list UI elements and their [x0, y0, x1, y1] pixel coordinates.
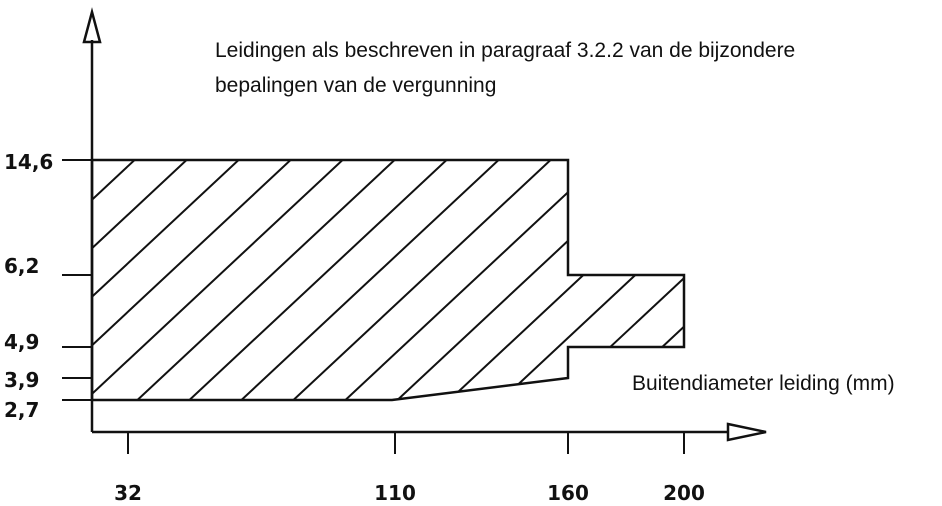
x-arrow: [726, 422, 767, 442]
hatch-line: [92, 160, 365, 400]
ticks: 14,6 6,2 4,9 3,9 2,7 32 110 160 200: [4, 150, 705, 505]
y-tick-label: 3,9: [4, 368, 39, 392]
x-tick-label: 32: [114, 481, 142, 505]
annotation-line: bepalingen van de vergunning: [215, 74, 496, 97]
hatch-line: [92, 160, 157, 400]
hatch-line: [92, 160, 313, 400]
y-tick-label: 6,2: [4, 254, 39, 278]
x-tick-label: 160: [547, 481, 589, 505]
hatch-line: [167, 160, 469, 400]
hatch-line: [479, 160, 684, 400]
region-outline: [90, 158, 686, 402]
hatch-line: [896, 140, 942, 420]
x-tick-label: 110: [374, 481, 416, 505]
x-axis-label: Buitendiameter leiding (mm): [632, 372, 895, 395]
hatch-line: [115, 160, 417, 400]
hatch-line: [92, 160, 261, 400]
y-tick-label: 2,7: [4, 398, 39, 422]
x-tick-label: 200: [663, 481, 705, 505]
hatch-line: [271, 160, 573, 400]
hatch-line: [219, 160, 521, 400]
annotation-line: Leidingen als beschreven in paragraaf 3.…: [215, 39, 795, 62]
y-arrow: [82, 7, 102, 44]
hatch-line: [92, 160, 209, 400]
y-tick-label: 4,9: [4, 330, 39, 354]
y-tick-label: 14,6: [4, 150, 53, 174]
